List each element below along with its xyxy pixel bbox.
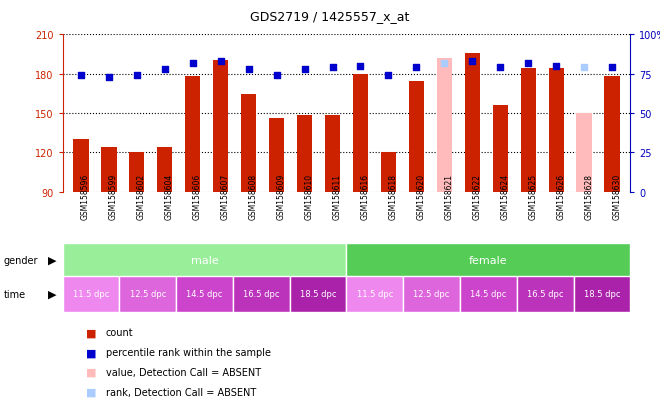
Text: GSM158621: GSM158621 xyxy=(444,173,453,219)
Text: 14.5 dpc: 14.5 dpc xyxy=(470,290,507,299)
Text: ■: ■ xyxy=(86,367,96,377)
Bar xyxy=(381,153,396,192)
Text: GSM158624: GSM158624 xyxy=(500,173,510,219)
Text: ■: ■ xyxy=(86,347,96,357)
Point xyxy=(607,65,617,71)
Text: ■: ■ xyxy=(86,328,96,337)
Text: female: female xyxy=(469,255,508,265)
Point xyxy=(439,60,449,66)
Bar xyxy=(157,147,172,192)
Text: time: time xyxy=(3,289,26,299)
Bar xyxy=(233,277,290,312)
Text: GSM158620: GSM158620 xyxy=(416,173,426,219)
Bar xyxy=(290,277,346,312)
Point xyxy=(104,74,114,81)
Bar xyxy=(241,95,256,192)
Point xyxy=(76,73,86,79)
Text: 11.5 dpc: 11.5 dpc xyxy=(356,290,393,299)
Bar xyxy=(346,244,630,277)
Bar xyxy=(492,106,508,192)
Bar xyxy=(269,119,284,192)
Bar xyxy=(63,244,346,277)
Bar xyxy=(548,69,564,192)
Text: 12.5 dpc: 12.5 dpc xyxy=(129,290,166,299)
Text: GSM158609: GSM158609 xyxy=(277,173,286,219)
Text: GSM158604: GSM158604 xyxy=(165,173,174,219)
Text: GDS2719 / 1425557_x_at: GDS2719 / 1425557_x_at xyxy=(250,10,410,23)
Bar xyxy=(297,116,312,192)
Text: GSM158606: GSM158606 xyxy=(193,173,202,219)
Text: GSM158628: GSM158628 xyxy=(584,173,593,219)
Text: 14.5 dpc: 14.5 dpc xyxy=(186,290,223,299)
Text: GSM158616: GSM158616 xyxy=(360,173,370,219)
Text: GSM158611: GSM158611 xyxy=(333,173,341,219)
Bar xyxy=(129,153,145,192)
Point xyxy=(299,66,310,73)
Text: GSM158622: GSM158622 xyxy=(473,173,481,219)
Text: 18.5 dpc: 18.5 dpc xyxy=(583,290,620,299)
Bar xyxy=(521,69,536,192)
Point xyxy=(327,65,338,71)
Point xyxy=(244,66,254,73)
Point xyxy=(523,60,533,66)
Point xyxy=(411,65,422,71)
Text: GSM158630: GSM158630 xyxy=(612,173,621,219)
Bar xyxy=(63,277,119,312)
Text: 18.5 dpc: 18.5 dpc xyxy=(300,290,337,299)
Bar xyxy=(576,114,592,192)
Text: rank, Detection Call = ABSENT: rank, Detection Call = ABSENT xyxy=(106,387,256,397)
Point xyxy=(495,65,506,71)
Text: percentile rank within the sample: percentile rank within the sample xyxy=(106,347,271,357)
Bar xyxy=(213,61,228,192)
Text: 16.5 dpc: 16.5 dpc xyxy=(243,290,280,299)
Text: value, Detection Call = ABSENT: value, Detection Call = ABSENT xyxy=(106,367,261,377)
Point xyxy=(355,63,366,70)
Text: GSM158618: GSM158618 xyxy=(389,173,397,219)
Text: 12.5 dpc: 12.5 dpc xyxy=(413,290,450,299)
Bar xyxy=(460,277,517,312)
Text: ▶: ▶ xyxy=(48,255,57,265)
Text: GSM158602: GSM158602 xyxy=(137,173,146,219)
Bar xyxy=(353,74,368,192)
Text: count: count xyxy=(106,328,133,337)
Point xyxy=(383,73,394,79)
Text: male: male xyxy=(191,255,218,265)
Bar xyxy=(517,277,574,312)
Point xyxy=(467,59,478,65)
Bar xyxy=(403,277,460,312)
Bar xyxy=(465,53,480,192)
Text: GSM158610: GSM158610 xyxy=(304,173,313,219)
Text: 16.5 dpc: 16.5 dpc xyxy=(527,290,564,299)
Point xyxy=(579,65,589,71)
Bar xyxy=(325,116,340,192)
Bar xyxy=(101,147,117,192)
Text: ■: ■ xyxy=(86,387,96,397)
Text: gender: gender xyxy=(3,255,38,265)
Text: GSM158608: GSM158608 xyxy=(249,173,257,219)
Point xyxy=(160,66,170,73)
Text: GSM158596: GSM158596 xyxy=(81,173,90,219)
Bar xyxy=(605,77,620,192)
Bar xyxy=(346,277,403,312)
Text: GSM158607: GSM158607 xyxy=(220,173,230,219)
Text: GSM158625: GSM158625 xyxy=(528,173,537,219)
Bar xyxy=(176,277,233,312)
Bar xyxy=(574,277,630,312)
Bar xyxy=(119,277,176,312)
Point xyxy=(187,60,198,66)
Text: ▶: ▶ xyxy=(48,289,57,299)
Bar xyxy=(409,82,424,192)
Point xyxy=(271,73,282,79)
Point xyxy=(215,59,226,65)
Point xyxy=(551,63,562,70)
Bar xyxy=(185,77,201,192)
Text: 11.5 dpc: 11.5 dpc xyxy=(73,290,110,299)
Text: GSM158599: GSM158599 xyxy=(109,173,118,219)
Point xyxy=(131,73,142,79)
Bar xyxy=(437,59,452,192)
Text: GSM158626: GSM158626 xyxy=(556,173,565,219)
Bar xyxy=(73,140,88,192)
